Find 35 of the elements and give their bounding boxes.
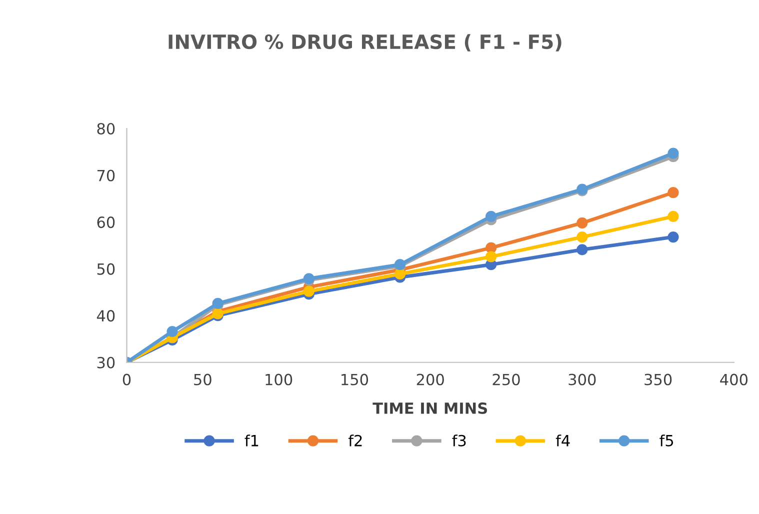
point bbox=[668, 210, 679, 222]
x-axis-title: TIME IN MINS bbox=[372, 402, 487, 414]
point bbox=[576, 244, 588, 256]
legend-label: f4 bbox=[556, 434, 570, 446]
chart-title: INVITRO % DRUG RELEASE ( F1 - F5) bbox=[168, 34, 562, 52]
y-tick-label: 40 bbox=[96, 310, 115, 322]
legend-label: f3 bbox=[452, 434, 466, 446]
x-tick-label: 100 bbox=[266, 374, 292, 386]
x-tick-label: 350 bbox=[644, 374, 672, 386]
x-tick-label: 200 bbox=[416, 374, 444, 386]
point bbox=[394, 268, 406, 280]
x-tick-label: 250 bbox=[492, 374, 520, 386]
x-tick-label: 50 bbox=[194, 374, 212, 386]
x-tick-label: 300 bbox=[568, 374, 596, 386]
point bbox=[668, 231, 679, 243]
legend-label: f1 bbox=[244, 434, 258, 446]
point bbox=[576, 217, 588, 229]
point bbox=[576, 231, 588, 243]
legend-label: f5 bbox=[660, 434, 674, 446]
legend-label: f2 bbox=[348, 434, 362, 446]
point bbox=[486, 242, 497, 254]
x-tick-label: 400 bbox=[720, 374, 748, 386]
y-tick-label: 60 bbox=[97, 216, 115, 228]
point bbox=[486, 251, 497, 262]
point bbox=[166, 326, 178, 338]
y-tick-label: 80 bbox=[97, 122, 115, 135]
y-tick-label: 70 bbox=[97, 170, 115, 182]
x-tick-label: 0 bbox=[122, 374, 131, 386]
point bbox=[668, 148, 679, 159]
point bbox=[303, 286, 314, 297]
y-tick-label: 30 bbox=[97, 356, 115, 368]
x-tick-label: 150 bbox=[342, 374, 368, 386]
point bbox=[668, 187, 679, 198]
point bbox=[486, 210, 497, 222]
y-tick-label: 50 bbox=[97, 263, 115, 275]
